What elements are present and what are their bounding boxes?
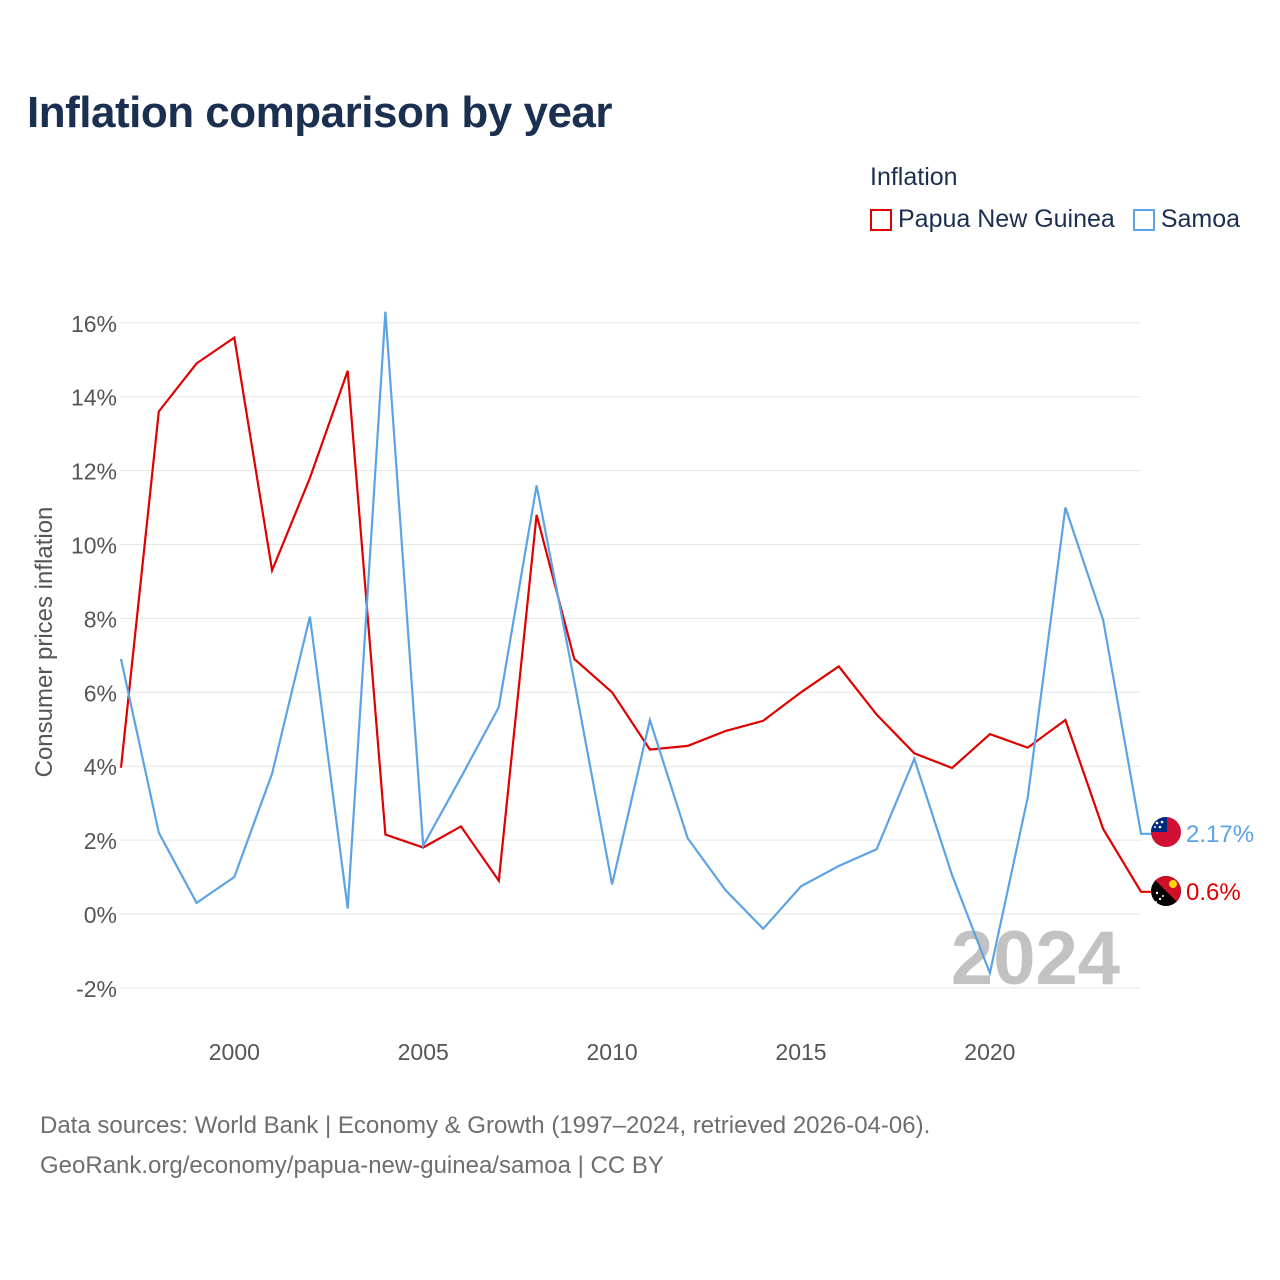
grid-lines	[120, 322, 1141, 989]
chart-title: Inflation comparison by year	[27, 88, 613, 137]
papua-new-guinea-flag-icon	[1151, 876, 1181, 906]
y-tick-label: 6%	[84, 680, 117, 706]
x-tick-labels: 2000 2005 2010 2015 2020	[209, 1039, 1016, 1065]
end-value-label-samoa: 2.17%	[1186, 821, 1254, 848]
series-lines: 0.6% 2.17%	[119, 311, 1254, 977]
y-tick-label: 4%	[84, 754, 117, 780]
legend: Papua New Guinea Samoa	[870, 205, 1240, 234]
y-tick-label: 16%	[71, 311, 117, 337]
legend-title: Inflation	[870, 163, 958, 191]
x-tick-label: 2020	[964, 1039, 1015, 1065]
x-tick-label: 2015	[775, 1039, 826, 1065]
x-tick-label: 2005	[398, 1039, 449, 1065]
source-line-2[interactable]: GeoRank.org/economy/papua-new-guinea/sam…	[40, 1152, 664, 1179]
x-tick-label: 2010	[587, 1039, 638, 1065]
line-chart: -2%0%2%4%6%8%10%12%14%16% 2000 2005 2010 20…	[31, 311, 1254, 1065]
legend-item-samoa[interactable]: Samoa	[1132, 205, 1241, 234]
legend-swatch-samoa	[1132, 208, 1155, 231]
y-tick-label: 2%	[84, 828, 117, 854]
y-tick-label: 14%	[71, 385, 117, 411]
data-source-note: Data sources: World Bank | Economy & Gro…	[40, 1106, 930, 1186]
source-line-1: Data sources: World Bank | Economy & Gro…	[40, 1112, 931, 1139]
y-tick-label: 8%	[84, 606, 117, 632]
x-tick-label: 2000	[209, 1039, 260, 1065]
y-tick-label: -2%	[76, 976, 117, 1002]
legend-item-papua-new-guinea[interactable]: Papua New Guinea	[870, 205, 1115, 234]
series-line-samoa[interactable]	[119, 311, 1152, 977]
y-tick-labels: -2% 0% 2% 4% 6% 8% 10% 12% 14% 16%	[71, 311, 117, 1002]
y-tick-label: 12%	[71, 459, 117, 485]
samoa-flag-icon	[1151, 817, 1181, 847]
series-line-papua-new-guinea[interactable]	[119, 335, 1152, 893]
y-axis-label: Consumer prices inflation	[31, 507, 58, 778]
legend-label-papua-new-guinea: Papua New Guinea	[898, 205, 1115, 233]
y-tick-label: 10%	[71, 533, 117, 559]
year-watermark: 2024	[951, 916, 1120, 1001]
legend-swatch-papua-new-guinea	[870, 208, 892, 231]
legend-label-samoa: Samoa	[1160, 205, 1241, 233]
end-value-label-papua-new-guinea: 0.6%	[1186, 879, 1241, 906]
y-tick-label: 0%	[84, 902, 117, 928]
